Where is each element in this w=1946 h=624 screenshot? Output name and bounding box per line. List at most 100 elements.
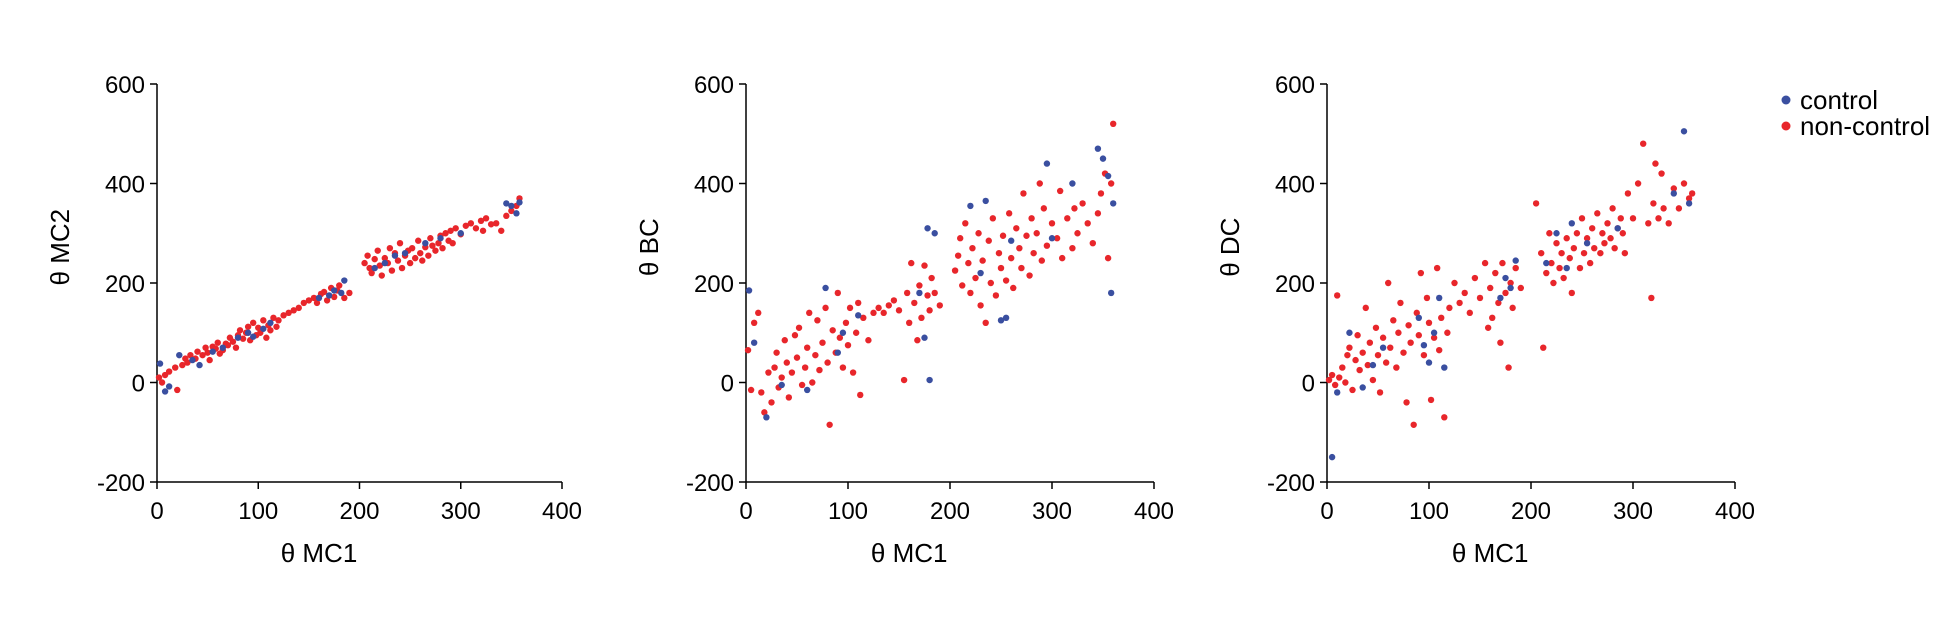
- data-point-non-control: [1420, 351, 1428, 359]
- data-point-non-control: [336, 282, 343, 289]
- y-axis-label: θ BC: [634, 218, 664, 276]
- data-point-non-control: [1390, 317, 1397, 324]
- data-point-non-control: [330, 293, 338, 301]
- data-point-control: [338, 289, 345, 297]
- data-point-control: [234, 334, 242, 341]
- data-point-non-control: [290, 307, 297, 314]
- data-point-non-control: [374, 247, 381, 254]
- data-point-non-control: [1658, 170, 1665, 177]
- data-point-non-control: [165, 368, 173, 375]
- data-point-non-control: [1629, 215, 1637, 222]
- data-point-control: [855, 312, 862, 319]
- data-point-non-control: [1670, 185, 1678, 192]
- x-tick-label: 400: [1134, 498, 1174, 525]
- data-point-non-control: [1336, 374, 1343, 381]
- data-point-control: [165, 383, 173, 390]
- data-point-control: [1502, 274, 1509, 282]
- data-point-control: [931, 230, 938, 237]
- data-point-non-control: [1495, 299, 1502, 307]
- data-point-non-control: [1481, 259, 1489, 267]
- data-point-non-control: [865, 337, 872, 344]
- data-point-control: [1420, 341, 1428, 349]
- data-point-non-control: [965, 259, 972, 267]
- data-point-non-control: [1597, 249, 1604, 257]
- data-point-non-control: [1436, 346, 1443, 354]
- data-point-non-control: [1617, 215, 1624, 222]
- data-point-non-control: [310, 294, 318, 302]
- series-non-control: [155, 195, 523, 394]
- data-point-non-control: [1517, 284, 1525, 292]
- data-point-control: [189, 356, 196, 364]
- y-tick-label: -200: [97, 470, 145, 497]
- data-point-non-control: [1505, 364, 1512, 371]
- data-point-control: [967, 202, 974, 210]
- data-point-non-control: [806, 309, 813, 317]
- series-control: [1328, 128, 1693, 461]
- data-point-non-control: [995, 249, 1003, 257]
- data-point-non-control: [962, 220, 969, 227]
- data-point-non-control: [1444, 329, 1451, 336]
- data-point-non-control: [1331, 381, 1339, 389]
- data-point-control: [926, 376, 933, 384]
- data-point-non-control: [263, 334, 270, 341]
- x-tick-label: 100: [238, 498, 278, 525]
- data-point-non-control: [224, 341, 232, 349]
- y-axis-label: θ MC2: [45, 209, 75, 286]
- data-point-non-control: [744, 346, 752, 354]
- data-point-non-control: [829, 327, 836, 334]
- data-point-non-control: [758, 389, 765, 396]
- data-point-control: [219, 344, 227, 351]
- data-point-non-control: [822, 304, 829, 312]
- data-point-non-control: [1410, 421, 1417, 428]
- data-point-non-control: [1002, 277, 1010, 284]
- y-tick-label: 600: [105, 72, 145, 99]
- data-point-non-control: [1688, 190, 1696, 197]
- data-point-non-control: [155, 374, 163, 381]
- data-point-control: [1369, 361, 1377, 369]
- data-point-control: [1008, 237, 1015, 244]
- data-point-control: [1563, 264, 1570, 272]
- data-point-non-control: [801, 364, 809, 371]
- data-point-non-control: [914, 337, 921, 344]
- data-point-non-control: [979, 257, 986, 264]
- data-point-non-control: [492, 220, 500, 227]
- data-point-non-control: [1589, 225, 1596, 232]
- data-point-non-control: [1652, 160, 1659, 167]
- x-axis-label: θ MC1: [1452, 538, 1529, 568]
- data-point-non-control: [1094, 210, 1102, 217]
- data-point-non-control: [1451, 279, 1458, 287]
- data-point-non-control: [954, 252, 962, 259]
- data-point-non-control: [750, 319, 758, 326]
- data-point-non-control: [1604, 220, 1611, 227]
- data-point-non-control: [1374, 351, 1382, 359]
- data-point-control: [330, 287, 338, 294]
- data-point-non-control: [1382, 359, 1390, 366]
- data-point-non-control: [1366, 339, 1374, 346]
- data-point-control: [921, 334, 928, 341]
- data-point-non-control: [1407, 339, 1414, 346]
- data-point-non-control: [1578, 215, 1586, 222]
- data-point-non-control: [761, 409, 768, 416]
- data-point-non-control: [417, 249, 424, 257]
- data-point-non-control: [1405, 322, 1412, 329]
- data-point-control: [1346, 329, 1353, 336]
- data-point-non-control: [429, 242, 436, 249]
- data-point-non-control: [1059, 254, 1066, 262]
- data-point-non-control: [1033, 230, 1040, 237]
- data-point-non-control: [447, 227, 454, 234]
- data-point-non-control: [928, 274, 935, 282]
- x-axis-label: θ MC1: [871, 538, 948, 568]
- data-point-control: [924, 225, 931, 232]
- data-point-control: [982, 197, 989, 205]
- data-point-non-control: [783, 359, 790, 366]
- data-point-control: [176, 351, 183, 359]
- series-non-control: [744, 120, 1117, 428]
- data-point-control: [1507, 284, 1514, 292]
- data-point-non-control: [1546, 230, 1553, 237]
- data-point-control: [1069, 180, 1076, 187]
- data-point-control: [244, 329, 252, 336]
- data-point-non-control: [179, 361, 186, 369]
- data-point-non-control: [386, 244, 394, 252]
